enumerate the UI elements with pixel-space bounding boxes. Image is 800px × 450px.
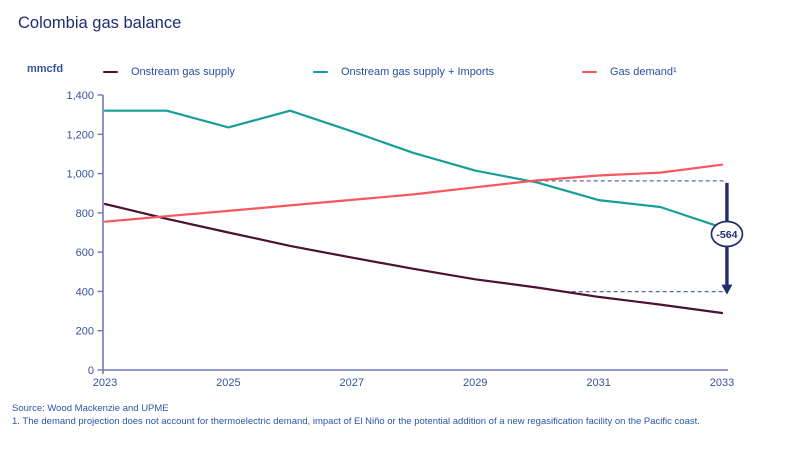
x-tick-label: 2029 xyxy=(463,377,487,389)
y-tick-label: 1,400 xyxy=(66,90,94,102)
x-tick-label: 2033 xyxy=(710,377,734,389)
footnote-text: 1. The demand projection does not accoun… xyxy=(12,416,700,427)
y-tick-label: 0 xyxy=(88,365,94,377)
gap-value-label: -564 xyxy=(716,229,737,241)
y-axis-unit-label: mmcfd xyxy=(27,63,64,75)
y-tick-label: 1,200 xyxy=(66,129,94,141)
source-text: Source: Wood Mackenzie and UPME xyxy=(12,403,169,414)
y-tick-label: 1,000 xyxy=(66,169,94,181)
legend-label-onstream-supply: Onstream gas supply xyxy=(131,66,235,78)
gap-arrowhead xyxy=(721,284,733,295)
y-tick-label: 200 xyxy=(76,326,94,338)
x-tick-label: 2023 xyxy=(93,377,117,389)
chart-title: Colombia gas balance xyxy=(18,14,182,32)
y-tick-label: 400 xyxy=(76,286,94,298)
legend-dash-onstream-supply xyxy=(103,70,118,74)
series-line-0 xyxy=(103,202,724,315)
legend-label-supply-imports: Onstream gas supply + Imports xyxy=(341,66,495,78)
legend-item-supply-imports: Onstream gas supply + Imports xyxy=(313,66,494,78)
y-tick-label: 800 xyxy=(76,208,94,220)
x-tick-label: 2025 xyxy=(216,377,240,389)
legend-dash-supply-imports xyxy=(313,70,328,74)
legend-label-gas-demand: Gas demand¹ xyxy=(610,66,677,78)
series-line-2 xyxy=(103,163,724,223)
legend-dash-gas-demand xyxy=(582,70,597,74)
legend-item-gas-demand: Gas demand¹ xyxy=(582,66,677,78)
legend-item-onstream-supply: Onstream gas supply xyxy=(103,66,235,78)
series-line-1 xyxy=(103,109,724,229)
gap-value-bubble xyxy=(710,220,744,248)
x-tick-label: 2031 xyxy=(586,377,610,389)
y-tick-label: 600 xyxy=(76,247,94,259)
x-tick-label: 2027 xyxy=(340,377,364,389)
